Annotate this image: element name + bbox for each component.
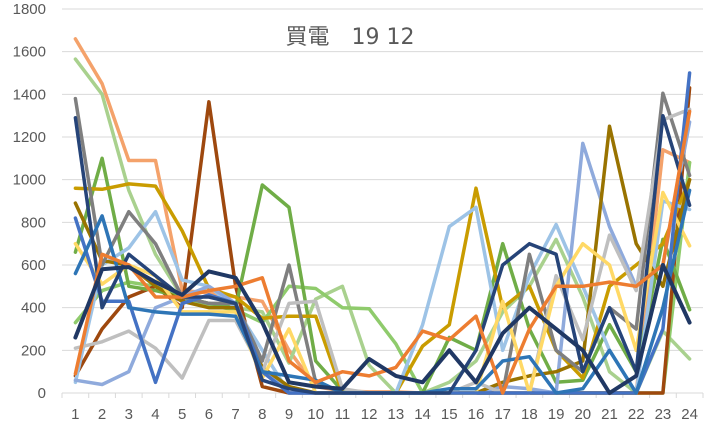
y-tick-label: 1800 bbox=[13, 1, 46, 18]
y-tick-label: 400 bbox=[21, 300, 46, 317]
y-tick-label: 1400 bbox=[13, 86, 46, 103]
series-line-17 bbox=[73, 263, 692, 395]
x-tick-label: 14 bbox=[414, 406, 431, 423]
chart-title: 買電 19 12 bbox=[286, 25, 415, 50]
x-axis-labels: 1 2 3 4 5 6 7 8 9 10 11 12 13 14 15 16 17 18 19 20 21 22 23 24 bbox=[71, 406, 698, 423]
y-tick-label: 1000 bbox=[13, 172, 46, 189]
x-tick-label: 17 bbox=[494, 406, 511, 423]
x-tick-label: 6 bbox=[205, 406, 213, 423]
x-tick-label: 9 bbox=[285, 406, 293, 423]
y-axis-labels: 0 200 400 600 800 1000 1200 1400 1600 1800 bbox=[13, 1, 46, 402]
x-tick-label: 8 bbox=[258, 406, 266, 423]
x-tick-label: 10 bbox=[307, 406, 324, 423]
x-tick-label: 15 bbox=[441, 406, 458, 423]
x-tick-label: 22 bbox=[628, 406, 645, 423]
series-line-16 bbox=[73, 109, 692, 395]
x-tick-label: 2 bbox=[98, 406, 106, 423]
x-tick-label: 18 bbox=[521, 406, 538, 423]
x-tick-label: 1 bbox=[71, 406, 79, 423]
x-tick-label: 16 bbox=[468, 406, 485, 423]
x-tick-label: 23 bbox=[655, 406, 672, 423]
x-tick-label: 20 bbox=[574, 406, 591, 423]
x-axis-ticks bbox=[61, 393, 704, 398]
y-tick-label: 0 bbox=[38, 385, 46, 402]
y-tick-label: 600 bbox=[21, 257, 46, 274]
x-tick-label: 19 bbox=[548, 406, 565, 423]
y-tick-label: 800 bbox=[21, 214, 46, 231]
series-lines bbox=[73, 37, 692, 395]
y-tick-label: 1600 bbox=[13, 44, 46, 61]
x-tick-label: 7 bbox=[231, 406, 239, 423]
x-tick-label: 24 bbox=[681, 406, 698, 423]
y-tick-label: 1200 bbox=[13, 129, 46, 146]
x-tick-label: 21 bbox=[601, 406, 618, 423]
x-tick-label: 5 bbox=[178, 406, 186, 423]
y-tick-label: 200 bbox=[21, 342, 46, 359]
x-tick-label: 13 bbox=[388, 406, 405, 423]
x-tick-label: 12 bbox=[361, 406, 378, 423]
x-tick-label: 3 bbox=[125, 406, 133, 423]
x-tick-label: 11 bbox=[335, 406, 351, 423]
x-tick-label: 4 bbox=[151, 406, 159, 423]
